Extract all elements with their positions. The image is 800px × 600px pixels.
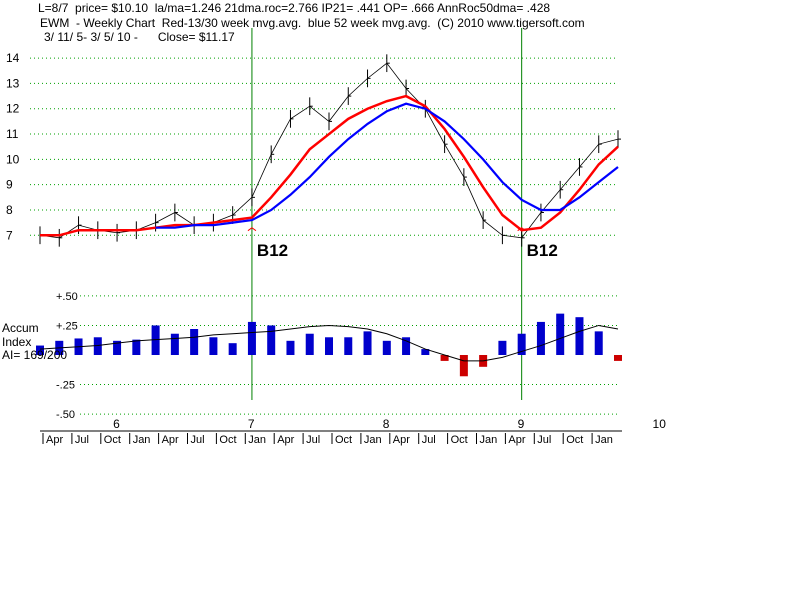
axis-layer: 7 8 9 10 11 12 13 14 +.50 +.25 -.25 -.50 6 7 8 9 10 Apr Ju… (6, 51, 666, 446)
price-tick-label: 13 (6, 76, 20, 90)
price-tick-label: 11 (6, 127, 19, 141)
accum-bar (575, 317, 584, 355)
accum-bar (421, 349, 430, 355)
blue-moving-average-line (155, 102, 619, 229)
month-label: Apr (277, 434, 294, 446)
accum-tick-label: -.50 (56, 409, 75, 421)
price-layer: B12 B12 (39, 54, 621, 260)
accum-bar (556, 313, 565, 355)
header-line-1: L=8/7 price= $10.10 la/ma=1.246 21dma.ro… (38, 1, 551, 15)
signal-label-2: B12 (527, 241, 558, 260)
accum-bar (325, 337, 333, 355)
accum-bar (440, 355, 449, 361)
accum-tick-label: +.50 (56, 291, 78, 303)
accum-label-line-3: AI= 169/200 (2, 348, 67, 362)
accum-bar (190, 329, 199, 355)
accum-bar (113, 340, 122, 355)
month-label: Oct (566, 434, 583, 446)
year-label: 8 (383, 417, 390, 431)
accum-bar (536, 321, 545, 355)
year-label: 6 (113, 417, 120, 431)
price-tick-label: 9 (6, 178, 13, 192)
price-tick-label: 8 (6, 203, 13, 217)
month-label: Jul (422, 434, 436, 446)
accum-bar (228, 343, 237, 355)
price-line (39, 62, 619, 239)
month-label: Apr (46, 434, 63, 446)
month-label: Apr (393, 434, 410, 446)
accum-bar (267, 325, 276, 355)
price-tick-label: 12 (6, 102, 20, 116)
month-label: Oct (451, 434, 468, 446)
accum-bar (151, 325, 160, 355)
month-label: Jul (191, 434, 205, 446)
accum-label-line-1: Accum (2, 321, 39, 335)
month-label: Apr (162, 434, 179, 446)
price-tick-label: 10 (6, 152, 20, 166)
accum-bar (36, 345, 44, 355)
accum-bar (286, 340, 295, 355)
accum-bar (594, 331, 603, 355)
accum-bar (498, 340, 507, 355)
month-label: Oct (335, 434, 352, 446)
price-tick-label: 14 (6, 51, 20, 65)
accum-label-line-2: Index (2, 335, 31, 349)
header-line-3: 3/ 11/ 5- 3/ 5/ 10 - Close= $11.17 (44, 30, 235, 44)
accum-bar (614, 355, 622, 361)
accum-bar (209, 337, 218, 355)
accum-bar (344, 337, 353, 355)
month-label: Jan (364, 434, 382, 446)
price-tick-label: 7 (6, 228, 13, 242)
accum-bar (382, 340, 391, 355)
accum-bar (132, 339, 141, 355)
accum-bar (170, 333, 179, 355)
accum-bar (459, 355, 468, 377)
year-label: 7 (248, 417, 255, 431)
month-label: Jul (537, 434, 551, 446)
month-label: Jan (133, 434, 151, 446)
month-label: Jan (595, 434, 613, 446)
accum-bar (305, 333, 314, 355)
month-label: Jan (480, 434, 498, 446)
month-label: Oct (219, 434, 236, 446)
header-line-2: EWM - Weekly Chart Red-13/30 week mvg.av… (40, 16, 585, 30)
month-label: Jan (248, 434, 266, 446)
year-label: 9 (518, 417, 525, 431)
accum-bar (517, 333, 526, 355)
accum-tick-label: +.25 (56, 320, 78, 332)
signal-arrow-1 (247, 227, 257, 232)
month-label: Apr (508, 434, 525, 446)
red-moving-average-line (40, 94, 619, 237)
year-label: 10 (653, 417, 667, 431)
accum-tick-label: -.25 (56, 380, 75, 392)
accum-smoothed-line (39, 324, 619, 362)
month-label: Jul (306, 434, 320, 446)
accum-bar (363, 331, 372, 355)
signal-label-1: B12 (257, 241, 288, 260)
accum-bar (247, 321, 256, 355)
month-label: Jul (75, 434, 89, 446)
grid-layer (30, 28, 618, 415)
accum-layer (36, 313, 622, 377)
accum-bar (93, 337, 102, 355)
accum-bar (402, 337, 411, 355)
month-label: Oct (104, 434, 121, 446)
